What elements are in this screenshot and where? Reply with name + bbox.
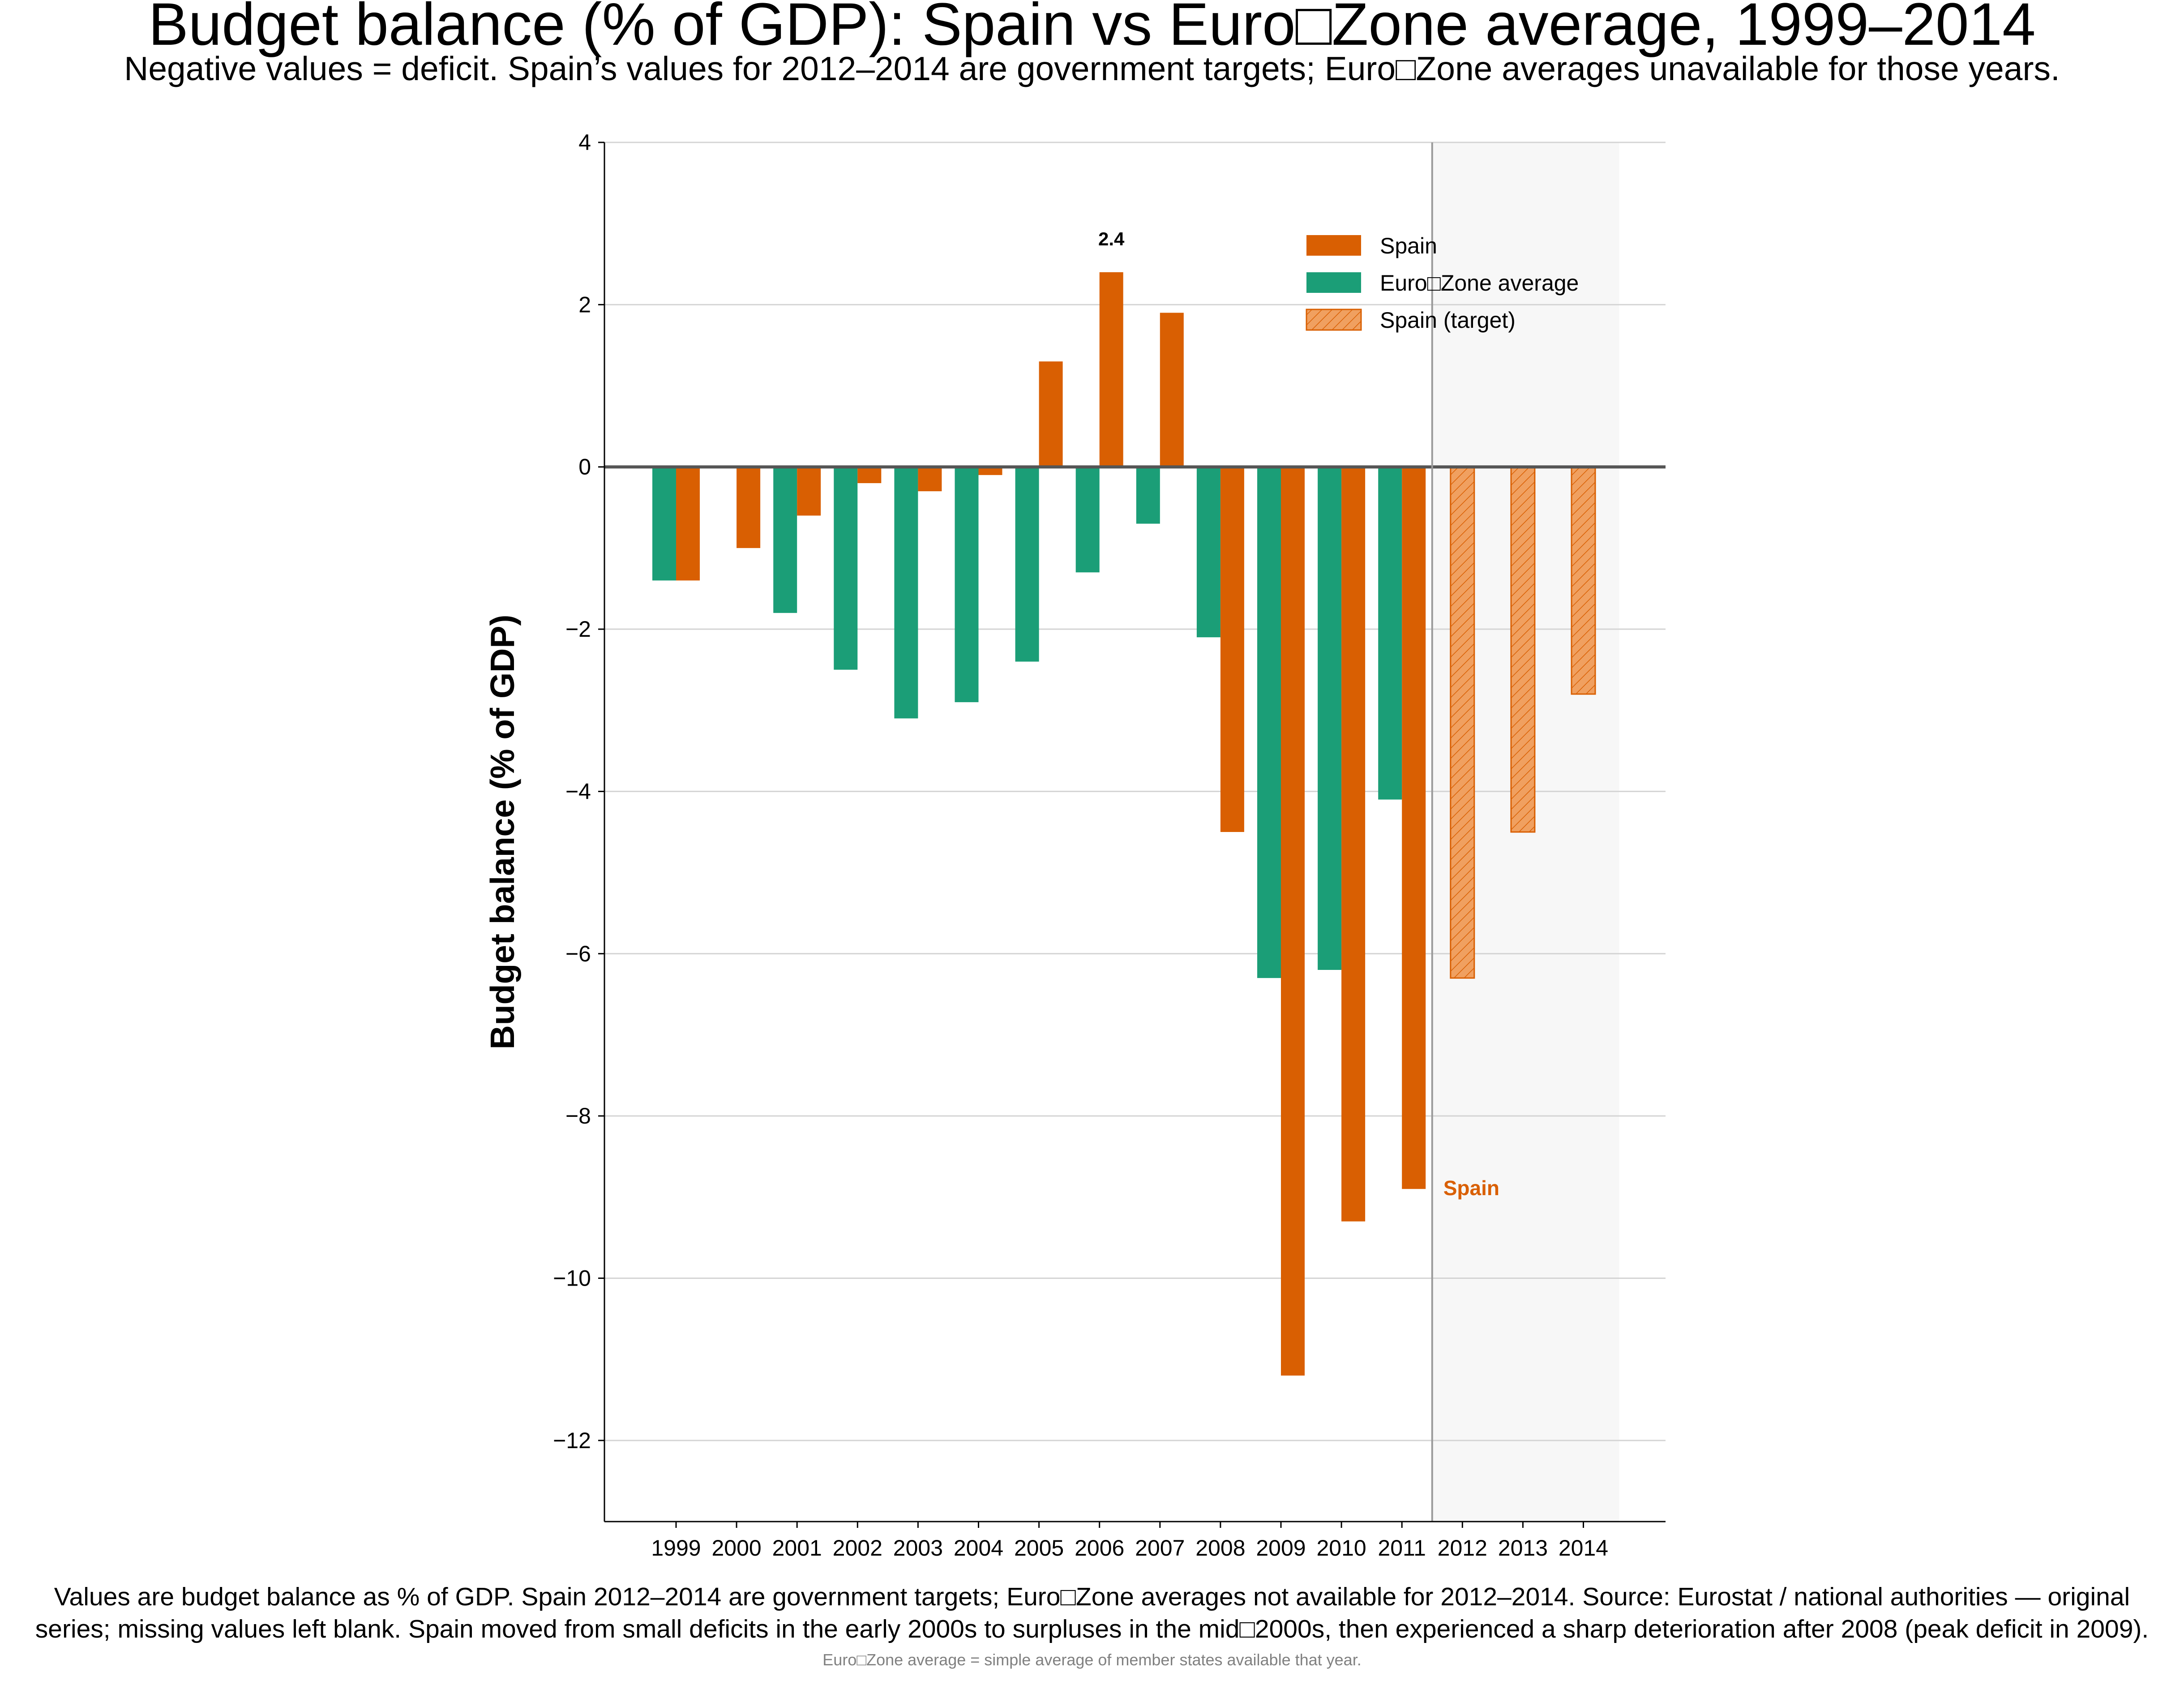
bar-spain-2001 <box>797 467 821 516</box>
footnote: Values are budget balance as % of GDP. S… <box>0 1581 2184 1645</box>
bar-spain-target-2014 <box>1571 466 1596 695</box>
bar-spain-2005 <box>1039 361 1063 467</box>
x-tick-label: 2000 <box>711 1535 761 1561</box>
bar-eurozone-2003 <box>894 467 918 719</box>
bar-spain-2007 <box>1160 313 1184 467</box>
bar-eurozone-2006 <box>1075 467 1100 573</box>
x-tick-label: 1999 <box>651 1535 701 1561</box>
x-tick-label: 2012 <box>1438 1535 1487 1561</box>
bar-spain-2000 <box>737 467 761 548</box>
bar-eurozone-2002 <box>834 467 858 670</box>
bar-eurozone-2008 <box>1196 467 1220 638</box>
x-tick-label: 2004 <box>954 1535 1003 1561</box>
x-tick-label: 2002 <box>833 1535 882 1561</box>
y-tick-label: −2 <box>565 617 591 642</box>
y-tick-label: −8 <box>565 1103 591 1128</box>
bar-spain-target-2013 <box>1510 466 1536 833</box>
chart-subtitle: Negative values = deficit. Spain’s value… <box>124 50 2060 87</box>
annotation-peak-label: 2.4 <box>1098 228 1125 249</box>
x-tick-label: 2011 <box>1378 1535 1426 1561</box>
x-tick-label: 2006 <box>1075 1535 1124 1561</box>
legend-label: Spain (target) <box>1380 308 1516 333</box>
y-tick-label: −4 <box>565 779 591 804</box>
x-tick-label: 2009 <box>1256 1535 1306 1561</box>
bar-spain-2006 <box>1099 272 1123 467</box>
legend-swatch <box>1306 309 1362 331</box>
bar-eurozone-2010 <box>1318 467 1342 970</box>
y-axis-title: Budget balance (% of GDP) <box>484 615 521 1050</box>
bar-spain-target-2012 <box>1450 466 1475 979</box>
bar-spain-2010 <box>1341 467 1366 1222</box>
bar-spain-2004 <box>978 467 1002 475</box>
x-tick-label: 2001 <box>772 1535 822 1561</box>
annotation-series-label: Spain <box>1443 1176 1499 1200</box>
x-tick-label: 2010 <box>1316 1535 1366 1561</box>
bar-spain-1999 <box>676 467 700 581</box>
x-tick-label: 2007 <box>1135 1535 1185 1561</box>
bar-spain-2008 <box>1220 467 1244 832</box>
y-tick-label: 2 <box>578 292 591 317</box>
legend-label: Euro□Zone average <box>1380 270 1579 296</box>
chart-title: Budget balance (% of GDP): Spain vs Euro… <box>148 0 2036 58</box>
legend-label: Spain <box>1380 233 1437 258</box>
footnote-line-2: series; missing values left blank. Spain… <box>35 1615 2149 1643</box>
footnote-line-1: Values are budget balance as % of GDP. S… <box>54 1582 2130 1611</box>
legend-swatch <box>1306 272 1361 293</box>
x-tick-label: 2013 <box>1498 1535 1548 1561</box>
y-tick-label: −12 <box>553 1428 591 1453</box>
bar-eurozone-2007 <box>1136 467 1160 524</box>
bar-eurozone-1999 <box>652 467 676 581</box>
subnote: Euro□Zone average = simple average of me… <box>822 1651 1362 1669</box>
x-tick-label: 2014 <box>1559 1535 1608 1561</box>
y-tick-label: −6 <box>565 941 591 966</box>
bar-eurozone-2004 <box>955 467 979 703</box>
x-tick-label: 2008 <box>1195 1535 1245 1561</box>
y-tick-label: 4 <box>578 130 591 155</box>
y-tick-label: 0 <box>578 455 591 480</box>
bar-eurozone-2009 <box>1257 467 1281 978</box>
bar-spain-2011 <box>1402 467 1426 1189</box>
bar-eurozone-2011 <box>1378 467 1402 800</box>
legend-swatch <box>1306 235 1361 256</box>
bar-spain-2003 <box>918 467 942 492</box>
x-tick-label: 2003 <box>893 1535 943 1561</box>
bar-eurozone-2005 <box>1015 467 1039 662</box>
bar-eurozone-2001 <box>773 467 797 613</box>
y-tick-label: −10 <box>553 1265 591 1291</box>
x-tick-label: 2005 <box>1014 1535 1064 1561</box>
bar-spain-2009 <box>1281 467 1305 1376</box>
bar-spain-2002 <box>857 467 882 483</box>
